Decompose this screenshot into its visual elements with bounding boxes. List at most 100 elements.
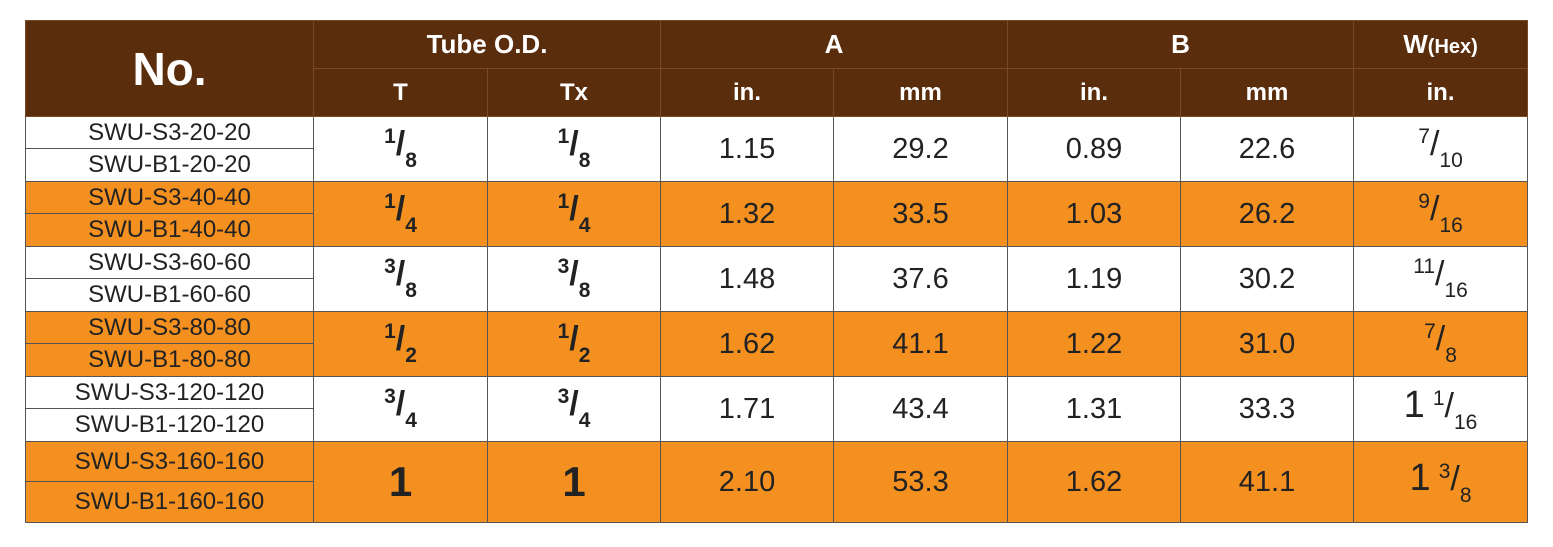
sub-header: mm [1180,68,1355,117]
table-row: SWU-S3-120-120 SWU-B1-120-120 3/4 3/4 1.71 43… [25,376,1529,442]
value-cell: 22.6 [1180,116,1355,182]
num: 3 [384,385,396,408]
den: 8 [405,149,417,172]
value-cell: 43.4 [833,376,1009,442]
value-cell: 1.71 [660,376,835,442]
model-cell: SWU-S3-20-20 SWU-B1-20-20 [25,116,314,182]
num: 3 [557,385,570,408]
num: 3 [1438,459,1451,483]
value-cell: 1/2 [486,311,662,377]
den: 4 [578,214,591,237]
value-cell: 11/16 [1353,246,1529,312]
den: 4 [405,214,417,237]
model-name: SWU-S3-160-160 [26,442,313,482]
table-row: SWU-S3-20-20 SWU-B1-20-20 1/8 1/8 1.15 29.2 0.… [25,116,1529,182]
value-cell: 1/4 [486,181,662,247]
value-cell: 3/8 [313,246,488,312]
group-header: A [660,20,1009,69]
num: 7 [1418,125,1430,148]
sub-header: in. [1353,68,1529,117]
value-cell: 3/4 [486,376,662,442]
slash: / [1429,125,1440,163]
value-cell: 1/2 [313,311,488,377]
whole: 1 [1403,383,1425,426]
value-cell: 1 [486,441,662,523]
table-body: SWU-S3-20-20 SWU-B1-20-20 1/8 1/8 1.15 29.2 0.… [25,116,1529,523]
value-cell: 7/8 [1353,311,1529,377]
slash: / [569,385,579,423]
value-cell: 30.2 [1180,246,1355,312]
whole: 1 [388,458,413,505]
slash: / [395,385,406,423]
table-header: No. Tube O.D. A B W(Hex) T Tx in. mm in. mm in. [25,20,1529,117]
group-header: B [1007,20,1355,69]
model-name: SWU-B1-120-120 [74,411,265,438]
slash: / [569,125,579,163]
model-cell: SWU-S3-120-120 SWU-B1-120-120 [25,376,314,442]
slash: / [1429,190,1440,228]
value-cell: 1/4 [313,181,488,247]
num: 1 [557,320,570,343]
model-name: SWU-B1-60-60 [88,281,251,308]
group-header: Tube O.D. [312,20,662,69]
value-cell: 1 [313,441,488,523]
value-cell: 1/8 [486,116,662,182]
slash: / [569,190,579,228]
value-cell: 1.31 [1007,376,1182,442]
value-cell: 1.03 [1007,181,1182,247]
num: 1 [557,190,570,213]
model-name: SWU-S3-60-60 [26,247,313,279]
num: 1 [384,190,396,213]
model-name: SWU-S3-80-80 [26,312,313,344]
num: 1 [384,320,396,343]
model-cell: SWU-S3-60-60 SWU-B1-60-60 [25,246,314,312]
value-cell: 1.48 [660,246,835,312]
den: 16 [1444,279,1468,302]
slash: / [395,320,406,358]
num: 3 [557,255,570,278]
den: 16 [1439,214,1463,237]
den: 8 [1459,483,1472,507]
whole: 1 [1409,456,1431,499]
den: 8 [405,279,417,302]
slash: / [1435,320,1446,358]
model-cell: SWU-S3-160-160 SWU-B1-160-160 [25,441,314,523]
table-row: SWU-S3-60-60 SWU-B1-60-60 3/8 3/8 1.48 37.6 1.… [25,246,1529,312]
header-row: No. Tube O.D. A B W(Hex) [25,20,1529,117]
no-header: No. [25,20,314,117]
value-cell: 37.6 [833,246,1009,312]
value-cell: 2.10 [660,441,835,523]
num: 11 [1413,255,1436,278]
model-cell: SWU-S3-80-80 SWU-B1-80-80 [25,311,314,377]
value-cell: 1.19 [1007,246,1182,312]
num: 7 [1424,320,1436,343]
table-row: SWU-S3-80-80 SWU-B1-80-80 1/2 1/2 1.62 41.1 1.… [25,311,1529,377]
slash: / [1450,459,1460,498]
model-name: SWU-B1-80-80 [88,346,251,373]
num: 3 [384,255,396,278]
sub-header: Tx [486,68,662,117]
spec-table: No. Tube O.D. A B W(Hex) T Tx in. mm in. mm in. SWU… [25,20,1529,523]
value-cell: 1.15 [660,116,835,182]
slash: / [569,320,579,358]
num: 1 [1432,386,1445,410]
model-name: SWU-S3-20-20 [26,117,313,149]
den: 2 [405,344,417,367]
table-row: SWU-S3-160-160 SWU-B1-160-160 1 1 2.10 53.3 1.… [25,441,1529,523]
model-name: SWU-B1-160-160 [74,488,265,515]
model-name: SWU-B1-40-40 [88,216,251,243]
den: 8 [578,279,591,302]
den: 10 [1439,149,1463,172]
value-cell: 0.89 [1007,116,1182,182]
num: 9 [1418,190,1430,213]
value-cell: 1/8 [313,116,488,182]
group-header: W(Hex) [1353,20,1529,69]
den: 8 [578,149,591,172]
value-cell: 1.22 [1007,311,1182,377]
model-cell: SWU-S3-40-40 SWU-B1-40-40 [25,181,314,247]
value-cell: 3/4 [313,376,488,442]
den: 4 [578,409,591,432]
sub-header: in. [660,68,835,117]
sub-header: in. [1007,68,1182,117]
